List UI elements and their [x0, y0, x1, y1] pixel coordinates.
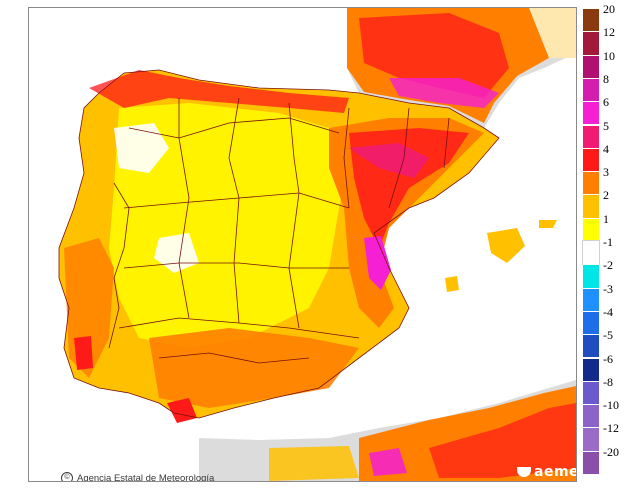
legend-swatch — [583, 287, 599, 311]
legend-label: -12 — [603, 421, 619, 436]
legend-swatch — [583, 8, 599, 32]
ibiza — [445, 276, 459, 292]
legend-label: 6 — [603, 95, 609, 110]
africa-red — [429, 403, 576, 478]
copyright-icon: © — [61, 472, 73, 481]
legend-swatch — [583, 334, 599, 358]
aemet-logo: aemet — [517, 464, 576, 480]
color-legend: 20 12 10 8 6 5 4 3 2 1 -1 -2 -3 -4 -5 -6 -8 -10 -12 -20 — [582, 3, 629, 474]
legend-swatch — [583, 380, 599, 405]
legend-swatch — [583, 217, 599, 241]
legend-label: -4 — [603, 304, 613, 319]
legend-label: 2 — [603, 188, 609, 203]
legend-label: 1 — [603, 211, 609, 226]
mallorca — [487, 228, 525, 263]
legend-label: -8 — [603, 374, 613, 389]
legend-swatch — [582, 239, 600, 266]
legend-swatch — [583, 404, 599, 428]
legend-swatch — [583, 31, 599, 55]
cadiz-red — [167, 398, 197, 423]
aemet-mark-icon — [517, 467, 531, 477]
france-pale — [529, 8, 576, 58]
legend-swatch — [583, 194, 599, 218]
south-orange — [149, 328, 359, 408]
algarve-red — [74, 336, 93, 370]
iberia-yellow — [109, 103, 349, 348]
legend-label: 3 — [603, 165, 609, 180]
legend-swatch — [583, 427, 599, 451]
legend-label: -1 — [603, 235, 613, 249]
legend-swatch — [583, 450, 599, 474]
legend-label: 5 — [603, 118, 609, 133]
menorca — [539, 220, 557, 228]
legend-label: -5 — [603, 328, 613, 343]
legend-swatch — [583, 54, 599, 78]
map-canvas — [29, 8, 576, 481]
valencia-magenta — [364, 236, 391, 290]
legend-swatch — [583, 310, 599, 335]
legend-label: -6 — [603, 351, 613, 366]
legend-swatch — [583, 77, 599, 102]
legend-swatch — [583, 101, 599, 125]
legend-label: 8 — [603, 71, 609, 86]
legend-swatch — [583, 264, 599, 288]
aemet-logo-text: aemet — [534, 464, 576, 480]
north-red — [89, 70, 349, 113]
legend-label: 4 — [603, 141, 609, 156]
africa-magenta — [369, 448, 407, 476]
legend-swatch — [583, 357, 599, 381]
legend-swatch — [583, 147, 599, 172]
legend-label: -3 — [603, 281, 613, 296]
credit-line: © Agencia Estatal de Meteorología — [61, 472, 215, 482]
africa-yellow — [269, 446, 359, 481]
legend-label: -10 — [603, 398, 619, 413]
ebro-magenta — [349, 143, 429, 178]
legend-swatch — [583, 171, 599, 195]
anomaly-map: © Agencia Estatal de Meteorología aemet — [28, 7, 577, 482]
legend-label: -20 — [603, 444, 619, 459]
credit-text: Agencia Estatal de Meteorología — [77, 472, 215, 482]
france-hot-1 — [359, 13, 509, 98]
legend-label: 10 — [603, 48, 615, 63]
france-hot-2 — [389, 78, 499, 108]
legend-label: 20 — [603, 2, 615, 16]
legend-swatch — [583, 124, 599, 148]
galicia-white — [114, 123, 169, 173]
province-borders — [58, 69, 500, 419]
legend-label: -2 — [603, 258, 613, 273]
legend-label: 12 — [603, 25, 615, 40]
